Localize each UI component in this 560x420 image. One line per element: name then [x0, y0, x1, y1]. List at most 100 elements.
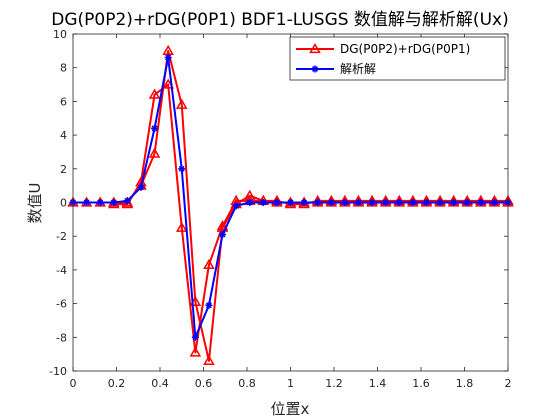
asterisk-stroke	[437, 199, 444, 206]
series-2-point	[151, 124, 159, 132]
asterisk-stroke	[260, 199, 267, 206]
series-2-point	[463, 199, 471, 206]
y-tick-label: -2	[56, 230, 67, 243]
y-tick-label: -6	[56, 298, 67, 311]
asterisk-stroke	[491, 199, 498, 206]
chart-title: DG(P0P2)+rDG(P0P1) BDF1-LUSGS 数值解与解析解(Ux…	[51, 10, 508, 30]
asterisk-stroke	[124, 197, 131, 204]
x-tick-label: 0.2	[108, 377, 126, 390]
x-tick-label: 0	[70, 377, 77, 390]
x-axis-ticks: 0 0.2 0.4 0.6 0.8 1 1.2 1.4 1.6 1.8 2	[70, 34, 512, 390]
x-tick-label: 0.8	[238, 377, 256, 390]
legend: DG(P0P2)+rDG(P0P1) 解析解	[289, 36, 506, 81]
asterisk-stroke	[165, 54, 172, 61]
series-2-point	[191, 333, 199, 341]
asterisk-stroke	[396, 199, 403, 206]
series-1-point	[121, 198, 134, 209]
series-2-point	[409, 199, 417, 206]
series-2-point	[123, 197, 131, 205]
x-tick-label: 0.4	[151, 377, 169, 390]
series-1-point	[298, 198, 310, 209]
series-2-point	[273, 199, 281, 206]
series-2-point	[422, 199, 430, 206]
series-1-point	[203, 354, 215, 366]
y-tick-label: 0	[60, 197, 67, 210]
series-2-point	[477, 199, 485, 206]
asterisk-stroke	[341, 199, 348, 206]
x-tick-label: 1	[287, 377, 294, 390]
asterisk-stroke	[205, 302, 212, 309]
series-1-point	[148, 88, 161, 99]
x-tick-label: 1.6	[412, 377, 430, 390]
legend-marker-series-2	[311, 65, 319, 73]
series-1-point	[189, 346, 202, 357]
asterisk-stroke	[233, 202, 240, 209]
asterisk-stroke	[151, 125, 158, 132]
asterisk-stroke	[287, 199, 294, 206]
series-2-point	[259, 199, 267, 206]
asterisk-stroke	[314, 199, 321, 206]
x-tick-label: 1.2	[325, 377, 343, 390]
y-tick-label: -4	[56, 264, 67, 277]
asterisk-stroke	[301, 199, 308, 206]
y-tick-label: 6	[60, 95, 67, 108]
series-1-point	[175, 221, 188, 232]
asterisk-stroke	[450, 199, 457, 206]
series-2-point	[436, 199, 444, 206]
series-2-point	[164, 54, 172, 62]
y-tick-label: -10	[49, 365, 67, 378]
asterisk-stroke	[423, 199, 430, 206]
series-1-point	[107, 198, 120, 209]
series-2-point	[232, 202, 240, 210]
asterisk-stroke	[409, 199, 416, 206]
legend-label-series-2: 解析解	[340, 62, 376, 76]
y-tick-label: 4	[60, 129, 67, 142]
series-2-point	[450, 199, 458, 206]
series-2-point	[395, 199, 403, 206]
x-tick-label: 1.4	[369, 377, 387, 390]
series-2-point	[219, 231, 227, 239]
y-tick-label: 8	[60, 62, 67, 75]
y-tick-label: 2	[60, 163, 67, 176]
series-2-point	[300, 199, 308, 206]
legend-marker-series-1	[309, 42, 321, 54]
asterisk-stroke	[382, 199, 389, 206]
asterisk-stroke	[97, 199, 104, 206]
series-1-point	[284, 198, 297, 209]
series-2-point	[83, 199, 91, 206]
series-2-point	[110, 199, 118, 206]
y-tick-label: 10	[53, 28, 67, 41]
axes-box	[72, 33, 509, 372]
legend-label-series-1: DG(P0P2)+rDG(P0P1)	[340, 42, 470, 56]
series-1-point	[203, 258, 215, 269]
asterisk-stroke	[178, 165, 185, 172]
x-tick-label: 1.8	[456, 377, 474, 390]
series-2-point	[137, 183, 145, 191]
asterisk-stroke	[369, 199, 376, 206]
x-axis-label: 位置x	[271, 400, 310, 418]
asterisk-stroke	[328, 199, 335, 206]
series-2-point	[368, 199, 376, 206]
asterisk-stroke	[273, 199, 280, 206]
y-tick-label: -8	[56, 331, 67, 344]
asterisk-stroke	[464, 199, 471, 206]
series-2-point	[178, 165, 186, 173]
series-2-point	[287, 199, 294, 206]
asterisk-stroke	[110, 199, 117, 206]
legend-box	[289, 36, 506, 81]
asterisk-stroke	[83, 199, 90, 206]
series-1-point	[175, 98, 188, 109]
x-tick-label: 2	[505, 377, 512, 390]
y-axis-label: 数值U	[26, 183, 44, 224]
x-tick-label: 0.6	[195, 377, 213, 390]
series-2-point	[96, 199, 104, 206]
series-2-point	[327, 199, 335, 206]
asterisk-stroke	[246, 199, 253, 206]
series-2-point	[354, 199, 362, 206]
series-2-point	[246, 199, 254, 206]
y-axis-ticks: -10 -8 -6 -4 -2 0 2 4 6 8 10	[49, 28, 508, 378]
asterisk-stroke	[312, 66, 318, 72]
asterisk-stroke	[355, 199, 362, 206]
series-2-point	[490, 199, 498, 206]
